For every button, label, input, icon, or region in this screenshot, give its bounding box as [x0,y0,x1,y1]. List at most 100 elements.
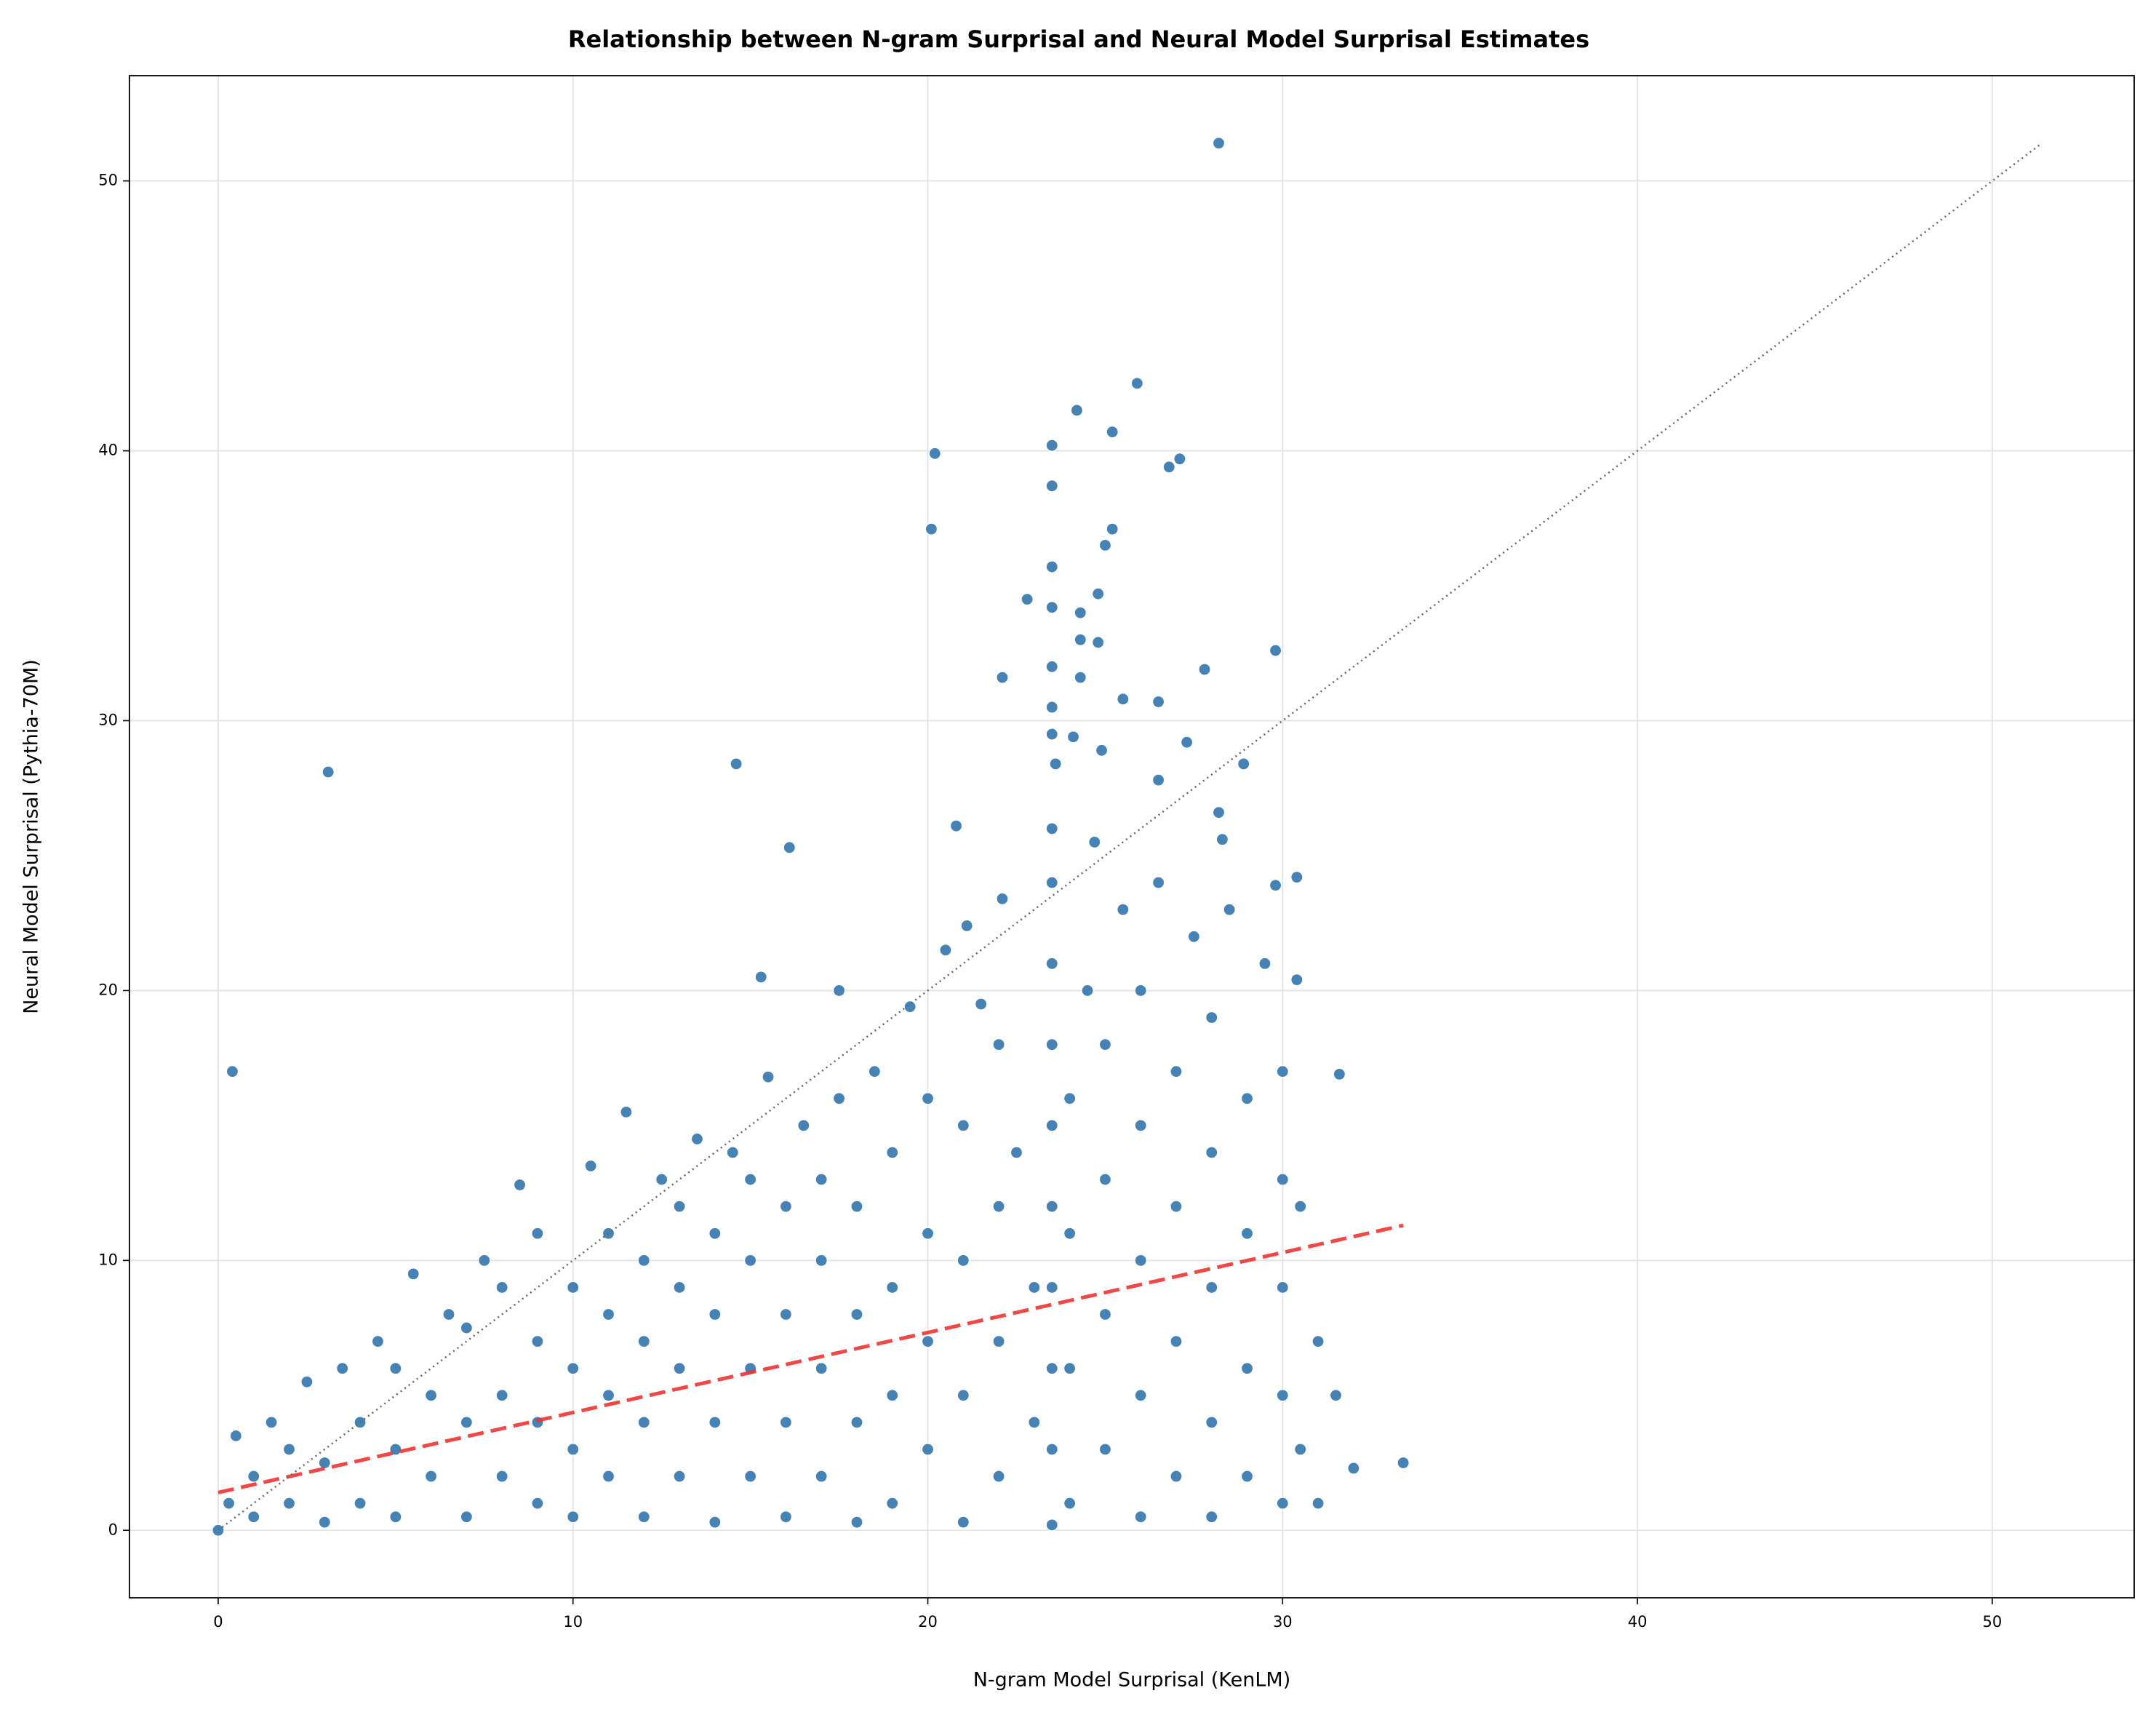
point [886,1389,899,1402]
point [815,1173,828,1186]
point [886,1497,899,1510]
point [708,1307,722,1321]
y-tick-label: 50 [98,172,118,189]
point [1092,587,1105,600]
point [513,1178,527,1192]
point [779,1510,793,1524]
point [921,1092,935,1105]
point [389,1362,402,1375]
point [1205,1281,1218,1294]
point [957,1119,970,1132]
point [779,1200,793,1213]
point [1205,1146,1218,1159]
point [247,1470,260,1483]
point [1106,426,1119,439]
point [1028,1281,1041,1294]
point [957,1516,970,1529]
point [1106,522,1119,535]
point [797,1119,810,1132]
point [637,1254,650,1267]
point [371,1335,385,1348]
point [1397,1456,1410,1470]
point [673,1362,686,1375]
point [690,1132,704,1146]
point [602,1389,615,1402]
point [886,1281,899,1294]
point [1066,730,1080,744]
point [975,998,988,1011]
point [1098,1038,1112,1051]
point [1151,773,1165,787]
point [602,1307,615,1321]
x-tick-label: 0 [213,1613,223,1631]
point [1070,404,1083,417]
point [1088,835,1101,849]
regression-line [217,1223,1404,1494]
point [673,1200,686,1213]
point [1098,1307,1112,1321]
point [1092,636,1105,649]
point [992,1335,1005,1348]
point [1045,439,1058,452]
point [282,1497,296,1510]
point [1170,1470,1183,1483]
point [1269,879,1282,892]
point [620,1105,633,1118]
point [996,892,1009,905]
point [1045,1119,1058,1132]
point [1045,601,1058,614]
point [1240,1227,1254,1240]
point [318,1456,331,1470]
y-tick-label: 30 [98,712,118,729]
point [925,522,938,535]
point [478,1254,491,1267]
point [1294,1200,1307,1213]
x-tick-label: 50 [1983,1613,2003,1631]
point [425,1389,438,1402]
point [992,1470,1005,1483]
point [1021,592,1034,606]
point [708,1416,722,1429]
point [1205,1416,1218,1429]
point [1258,957,1271,970]
point [783,841,796,854]
scatter-series [212,137,1410,1537]
point [1063,1092,1077,1105]
point [225,1065,239,1078]
point [730,757,743,771]
point [921,1227,935,1240]
point [868,1065,881,1078]
point [1240,1092,1254,1105]
point [637,1416,650,1429]
point [1170,1200,1183,1213]
point [1130,377,1143,390]
point [1311,1497,1325,1510]
point [1276,1497,1289,1510]
point [1045,1443,1058,1456]
y-tick-label: 40 [98,442,118,459]
point [1074,606,1087,619]
point [567,1281,580,1294]
point [744,1173,757,1186]
point [754,971,767,984]
point [1045,1281,1058,1294]
point [1170,1065,1183,1078]
point [407,1267,420,1281]
point [957,1389,970,1402]
point [673,1281,686,1294]
y-axis-label: Neural Model Surprisal (Pythia-70M) [20,659,43,1014]
point [850,1516,863,1529]
point [1063,1362,1077,1375]
point [1074,671,1087,684]
chart-title: Relationship between N-gram Surprisal an… [568,25,1589,53]
point [1276,1173,1289,1186]
point [336,1362,349,1375]
point [354,1497,367,1510]
point [265,1416,278,1429]
point [957,1254,970,1267]
point [1045,1518,1058,1532]
point [815,1254,828,1267]
point [567,1510,580,1524]
point [815,1470,828,1483]
